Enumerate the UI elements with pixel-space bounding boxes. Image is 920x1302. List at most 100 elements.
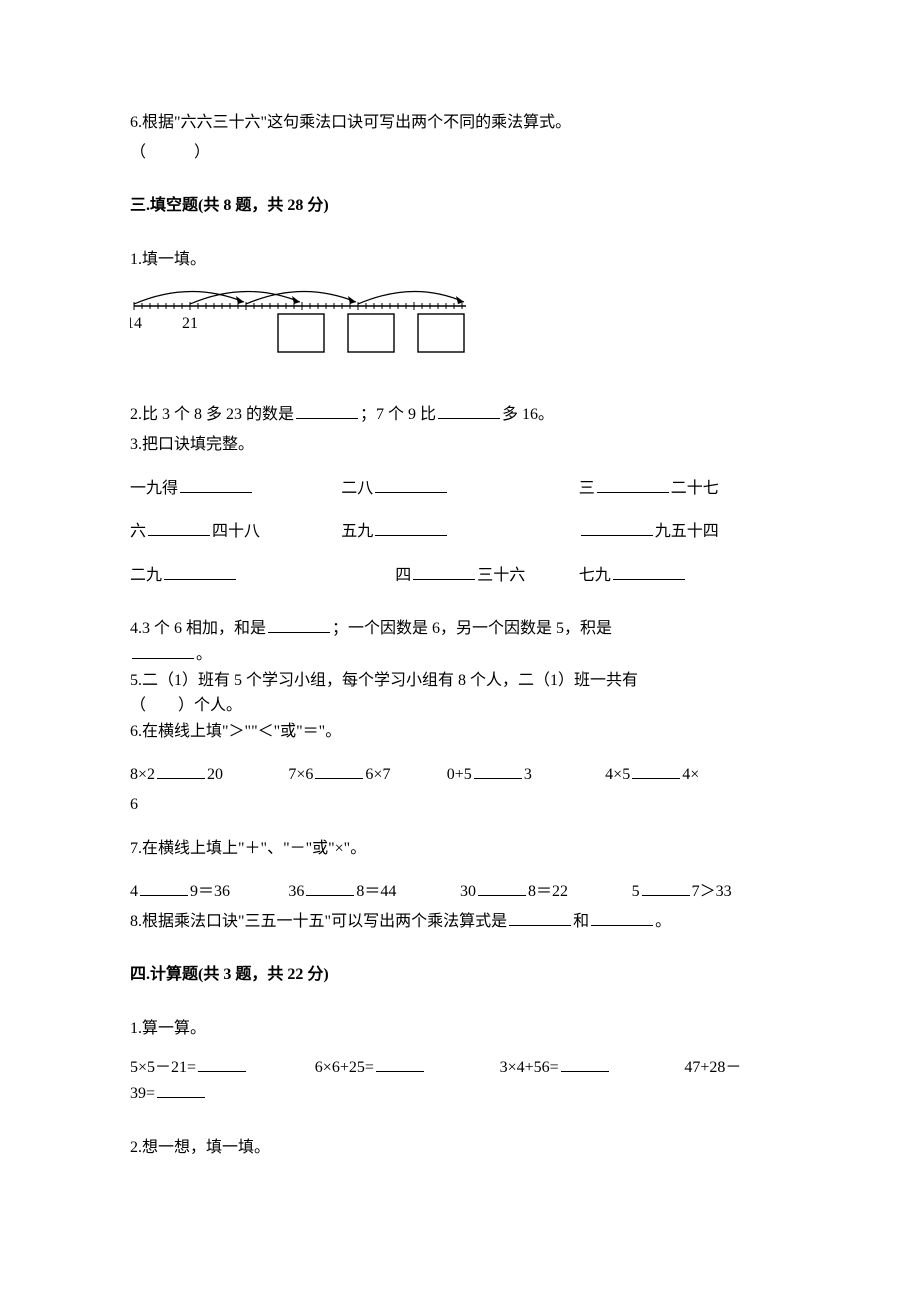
- cmp-r: 20: [207, 766, 223, 783]
- sec3-q4-prefix: 4.3 个 6 相加，和是: [130, 620, 266, 637]
- blank[interactable]: [561, 1056, 609, 1072]
- blank[interactable]: [164, 564, 236, 580]
- cmp-l: 0+5: [447, 766, 472, 783]
- blank[interactable]: [375, 520, 447, 536]
- sec3-q4-mid: ；一个因数是 6，另一个因数是 5，积是: [332, 620, 612, 637]
- blank[interactable]: [642, 880, 690, 896]
- sec3-q8-suffix: 。: [655, 913, 671, 930]
- op-m: 8＝22: [528, 883, 568, 900]
- section4-heading: 四.计算题(共 3 题，共 22 分): [130, 962, 790, 988]
- blank[interactable]: [132, 643, 194, 659]
- mult-row-3: 二九 四 三十六 七九: [130, 563, 790, 589]
- sec3-q5-line2: （ ）个人。: [130, 693, 790, 719]
- blank[interactable]: [509, 910, 571, 926]
- sec4-q1-label: 1.算一算。: [130, 1016, 790, 1042]
- blank[interactable]: [268, 617, 330, 633]
- sec3-q4-line2: 。: [130, 642, 790, 668]
- numline-label-14: 14: [130, 315, 142, 332]
- cmp-l: 7×6: [288, 766, 313, 783]
- op-l: 4: [130, 883, 138, 900]
- blank[interactable]: [438, 403, 500, 419]
- sec3-q4-suffix: 。: [196, 646, 212, 663]
- sec3-q3: 3.把口诀填完整。 一九得 二八 三 二十七 六 四十八 五九 九五十四 二九 四 三…: [130, 432, 790, 588]
- calc: 47+28－: [684, 1059, 741, 1076]
- sec3-q7-label: 7.在横线上填上"＋"、"－"或"×"。: [130, 836, 790, 862]
- sec3-q6-label: 6.在横线上填"＞""＜"或"＝"。: [130, 719, 790, 745]
- sec3-q8: 8.根据乘法口诀"三五一十五"可以写出两个乘法算式是和。: [130, 909, 790, 935]
- blank[interactable]: [315, 763, 363, 779]
- sec3-q1: 1.填一填。: [130, 247, 790, 373]
- calc: 6×6+25=: [315, 1059, 374, 1076]
- number-line-svg: 14 21: [130, 282, 470, 372]
- sec3-q2: 2.比 3 个 8 多 23 的数是 ；7 个 9 比 多 16。: [130, 402, 790, 428]
- answer-box-1[interactable]: [278, 314, 324, 352]
- sec3-q2-prefix: 2.比 3 个 8 多 23 的数是: [130, 406, 294, 423]
- answer-box-2[interactable]: [348, 314, 394, 352]
- blank[interactable]: [148, 520, 210, 536]
- mult-suf: 三十六: [477, 567, 525, 584]
- cmp-l: 8×2: [130, 766, 155, 783]
- mult-suf: 九五十四: [655, 523, 719, 540]
- blank[interactable]: [140, 880, 188, 896]
- mult-pre: 二九: [130, 567, 162, 584]
- answer-box-3[interactable]: [418, 314, 464, 352]
- blank[interactable]: [413, 564, 475, 580]
- mult-pre: 一九得: [130, 480, 178, 497]
- blank[interactable]: [613, 564, 685, 580]
- blank[interactable]: [198, 1056, 246, 1072]
- blank[interactable]: [632, 763, 680, 779]
- mult-row-1: 一九得 二八 三 二十七: [130, 476, 790, 502]
- blank[interactable]: [478, 880, 526, 896]
- mult-pre: 二八: [341, 480, 373, 497]
- calc: 5×5－21=: [130, 1059, 196, 1076]
- op-l: 36: [288, 883, 304, 900]
- blank[interactable]: [591, 910, 653, 926]
- sec3-q2-suffix: 多 16。: [502, 406, 554, 423]
- sec2-q6-paren: （ ）: [130, 140, 790, 166]
- mult-row-2: 六 四十八 五九 九五十四: [130, 519, 790, 545]
- op-m: 9＝36: [190, 883, 230, 900]
- blank[interactable]: [306, 880, 354, 896]
- sec3-q3-label: 3.把口诀填完整。: [130, 432, 790, 458]
- op-m: 7＞33: [692, 883, 732, 900]
- op-l: 5: [632, 883, 640, 900]
- op-m: 8＝44: [356, 883, 396, 900]
- blank[interactable]: [581, 520, 653, 536]
- cmp-r: 6×7: [365, 766, 390, 783]
- sec3-q6-row: 8×2 20 7×6 6×7 0+5 3 4×5 4×: [130, 762, 790, 788]
- calc-tail: 39=: [130, 1085, 155, 1102]
- mult-suf: 四十八: [212, 523, 260, 540]
- sec3-q5-line1: 5.二（1）班有 5 个学习小组，每个学习小组有 8 个人，二（1）班一共有: [130, 668, 790, 694]
- blank[interactable]: [157, 1082, 205, 1098]
- sec2-q6-text: 6.根据"六六三十六"这句乘法口诀可写出两个不同的乘法算式。: [130, 110, 790, 136]
- blank[interactable]: [375, 477, 447, 493]
- blank[interactable]: [180, 477, 252, 493]
- cmp-l: 4×5: [605, 766, 630, 783]
- number-line-figure: 14 21: [130, 282, 470, 372]
- section3-heading: 三.填空题(共 8 题，共 28 分): [130, 193, 790, 219]
- mult-pre: 四: [395, 567, 411, 584]
- numline-label-21: 21: [182, 315, 198, 332]
- calc: 3×4+56=: [500, 1059, 559, 1076]
- sec3-q4: 4.3 个 6 相加，和是 ；一个因数是 6，另一个因数是 5，积是: [130, 616, 790, 642]
- mult-pre: 五九: [341, 523, 373, 540]
- blank[interactable]: [296, 403, 358, 419]
- page: 6.根据"六六三十六"这句乘法口诀可写出两个不同的乘法算式。 （ ） 三.填空题…: [0, 0, 920, 1240]
- mult-pre: 七九: [579, 567, 611, 584]
- sec4-q2-label: 2.想一想，填一填。: [130, 1135, 790, 1161]
- cmp-r: 3: [524, 766, 532, 783]
- sec3-q1-label: 1.填一填。: [130, 247, 790, 273]
- mult-suf: 二十七: [671, 480, 719, 497]
- blank[interactable]: [376, 1056, 424, 1072]
- sec3-q8-mid: 和: [573, 913, 589, 930]
- blank[interactable]: [157, 763, 205, 779]
- sec3-q6-wrap: 6: [130, 792, 790, 818]
- mult-pre: 六: [130, 523, 146, 540]
- sec3-q2-mid: ；7 个 9 比: [360, 406, 436, 423]
- op-l: 30: [460, 883, 476, 900]
- mult-pre: 三: [579, 480, 595, 497]
- blank[interactable]: [474, 763, 522, 779]
- sec4-q1-row: 5×5－21= 6×6+25= 3×4+56= 47+28－: [130, 1055, 790, 1081]
- cmp-r: 4×: [682, 766, 699, 783]
- blank[interactable]: [597, 477, 669, 493]
